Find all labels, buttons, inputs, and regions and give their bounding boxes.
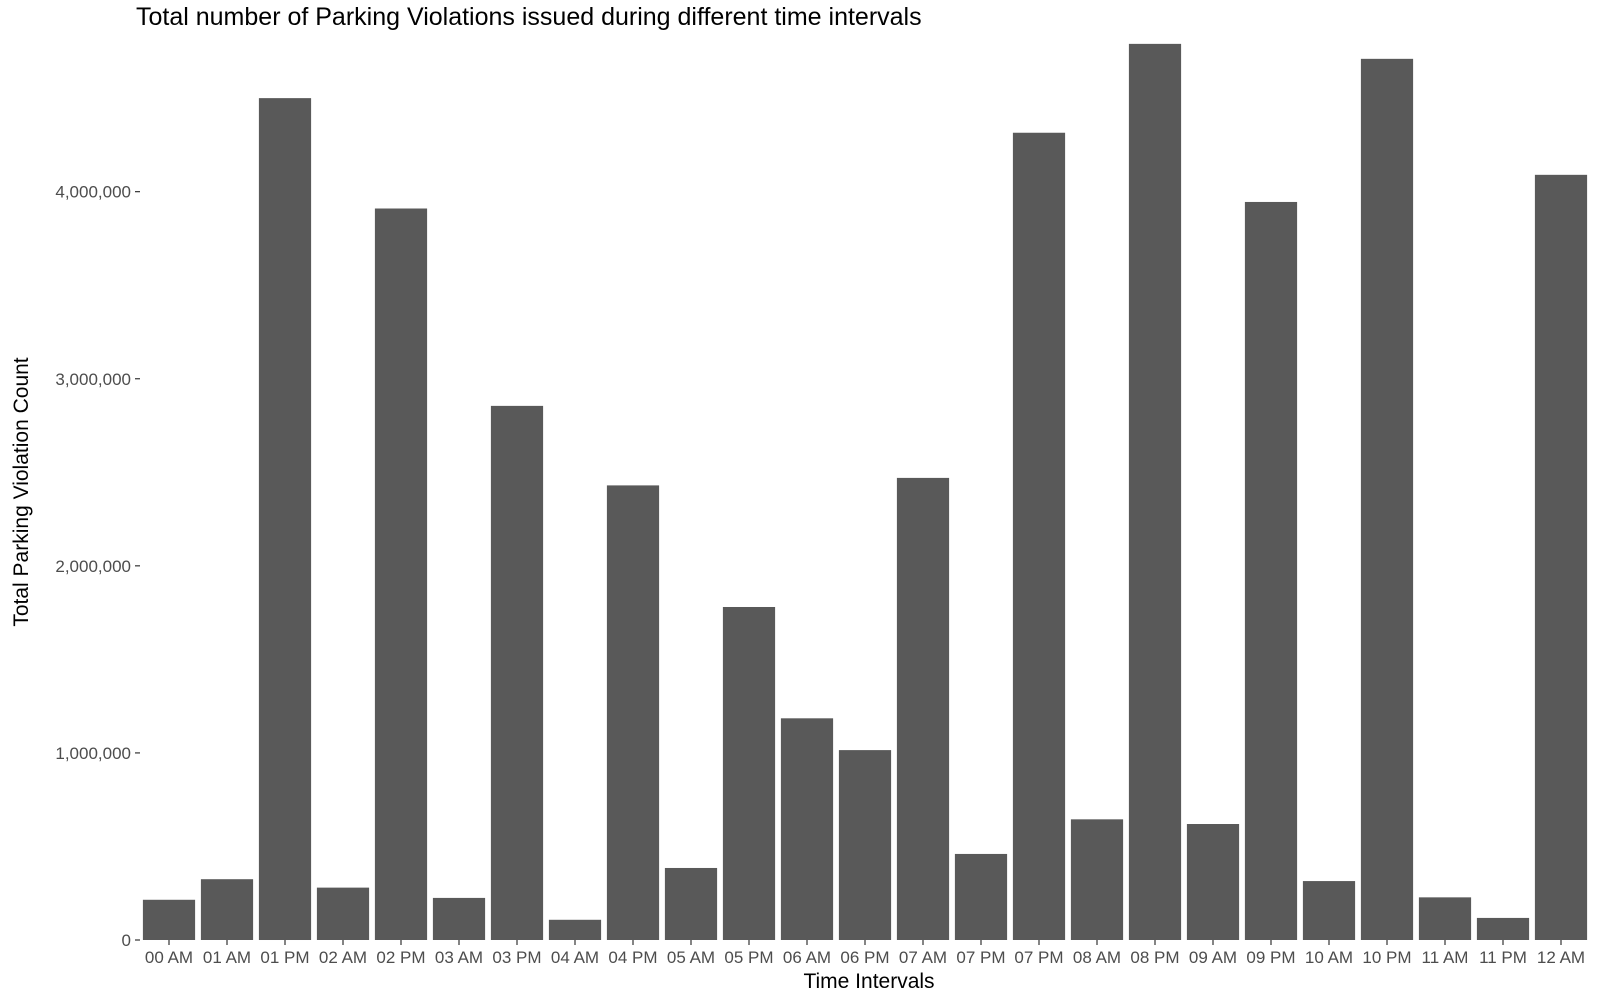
bar-4 (374, 208, 428, 940)
x-tick-label: 11 PM (1479, 948, 1527, 967)
bar-24 (1534, 174, 1588, 940)
bar-0 (142, 899, 196, 940)
x-tick-label: 02 PM (376, 948, 425, 967)
bar-18 (1186, 824, 1240, 940)
bar-19 (1244, 201, 1298, 940)
x-tick-label: 07 PM (956, 948, 1005, 967)
x-tick-label: 07 PM (1014, 948, 1063, 967)
bar-10 (722, 606, 776, 940)
bar-15 (1012, 132, 1066, 941)
x-tick-label: 02 AM (319, 948, 367, 967)
x-axis-title: Time Intervals (803, 970, 934, 993)
chart-title: Total number of Parking Violations issue… (136, 3, 922, 31)
bar-22 (1418, 897, 1472, 940)
x-tick-label: 01 PM (260, 948, 309, 967)
y-tick-label: 1,000,000 (55, 744, 131, 763)
y-axis-title: Total Parking Violation Count (10, 357, 33, 626)
bars-group (142, 43, 1588, 941)
bar-12 (838, 750, 892, 940)
bar-13 (896, 477, 950, 940)
x-tick-label: 04 AM (551, 948, 599, 967)
bar-8 (606, 485, 660, 940)
bar-6 (490, 405, 544, 940)
x-tick-label: 09 PM (1246, 948, 1295, 967)
x-tick-label: 10 AM (1305, 948, 1353, 967)
bar-11 (780, 718, 834, 940)
x-tick-label: 08 PM (1130, 948, 1179, 967)
x-tick-label: 05 PM (724, 948, 773, 967)
bar-1 (200, 879, 254, 940)
bar-20 (1302, 881, 1356, 940)
x-tick-label: 06 AM (783, 948, 831, 967)
x-tick-label: 03 PM (492, 948, 541, 967)
bar-9 (664, 867, 718, 940)
bar-16 (1070, 819, 1124, 940)
y-tick-label: 3,000,000 (55, 370, 131, 389)
x-tick-label: 05 AM (667, 948, 715, 967)
x-tick-label: 01 AM (203, 948, 251, 967)
bar-3 (316, 887, 370, 940)
x-tick-label: 04 PM (608, 948, 657, 967)
bar-23 (1476, 917, 1530, 940)
x-tick-label: 09 AM (1189, 948, 1237, 967)
x-axis: 00 AM 01 AM 01 PM 02 AM 02 PM 03 AM 03 PM 04 AM… (145, 940, 1585, 967)
x-tick-label: 06 PM (840, 948, 889, 967)
y-tick-label: 2,000,000 (55, 557, 131, 576)
bar-17 (1128, 43, 1182, 941)
bar-21 (1360, 58, 1414, 940)
x-tick-label: 08 AM (1073, 948, 1121, 967)
x-tick-label: 03 AM (435, 948, 483, 967)
x-tick-label: 00 AM (145, 948, 193, 967)
x-tick-label: 11 AM (1422, 948, 1469, 967)
y-tick-label: 4,000,000 (55, 183, 131, 202)
x-tick-label: 10 PM (1362, 948, 1411, 967)
x-tick-label: 12 AM (1537, 948, 1585, 967)
y-axis: 0 1,000,000 2,000,000 3,000,000 4,000,000 (55, 183, 140, 950)
bar-2 (258, 98, 312, 941)
bar-14 (954, 853, 1008, 940)
bar-7 (548, 919, 602, 940)
y-tick-label: 0 (122, 931, 131, 950)
bar-5 (432, 897, 486, 940)
x-tick-label: 07 AM (899, 948, 947, 967)
